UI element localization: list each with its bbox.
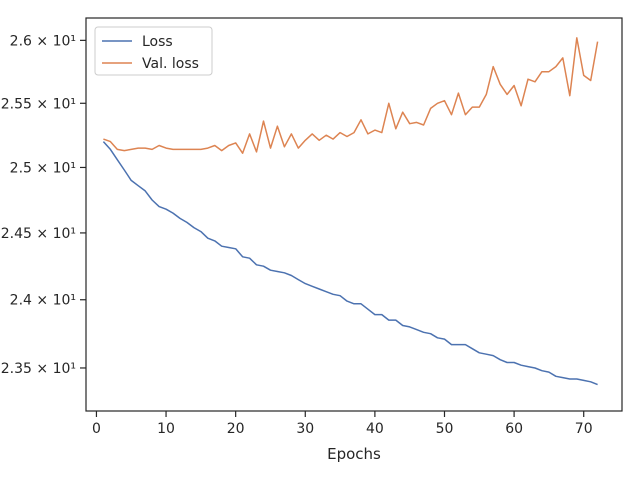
x-tick-label: 20 [227, 421, 245, 437]
y-tick-label: 2.55 × 10¹ [1, 96, 76, 112]
y-tick-label: 2.35 × 10¹ [1, 361, 76, 377]
legend: Loss Val. loss [94, 26, 213, 76]
x-tick-label: 70 [575, 421, 593, 437]
y-tick-label: 2.6 × 10¹ [10, 33, 76, 49]
series-lines [102, 37, 599, 386]
x-tick-label: 60 [505, 421, 523, 437]
legend-label-0: Loss [142, 34, 173, 50]
x-tick-label: 10 [157, 421, 175, 437]
y-tick-label: 2.4 × 10¹ [10, 293, 76, 309]
y-tick-label: 2.45 × 10¹ [1, 226, 76, 242]
y-axis: 2.35 × 10¹ 2.4 × 10¹ 2.45 × 10¹ 2.5 × 10¹ 2.… [1, 33, 86, 377]
x-tick-label: 30 [296, 421, 314, 437]
x-tick-label: 50 [436, 421, 454, 437]
series-line-0 [102, 141, 598, 386]
x-axis: 0 10 20 30 40 50 60 70 [92, 411, 593, 437]
y-tick-label: 2.5 × 10¹ [10, 160, 76, 176]
legend-label-1: Val. loss [142, 56, 199, 72]
x-axis-title: Epochs [327, 445, 381, 463]
x-tick-label: 0 [92, 421, 101, 437]
series-line-1 [103, 37, 599, 154]
axes-frame [85, 17, 623, 412]
plot-area: 0 10 20 30 40 50 60 70 2.35 × 10¹ 2.4 × 10¹ 2.45 … [1, 17, 623, 437]
x-tick-label: 40 [366, 421, 384, 437]
